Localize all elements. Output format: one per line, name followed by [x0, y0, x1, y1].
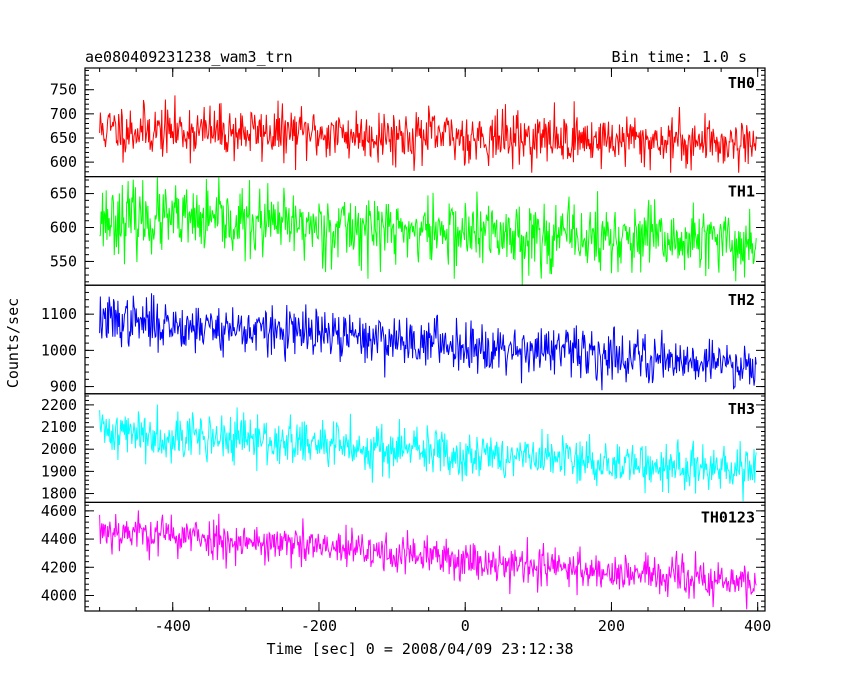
y-tick-label: 550: [50, 252, 77, 270]
series-line-th0: [99, 95, 757, 173]
y-tick-label: 4400: [41, 530, 77, 548]
series-label: TH0: [728, 74, 755, 92]
series-label: TH2: [728, 291, 755, 309]
panel-th0: TH0 600 650 700 750: [50, 67, 766, 178]
y-axis-label: Counts/sec: [4, 298, 22, 388]
series-line-th2: [99, 293, 757, 391]
y-tick-label: 2200: [41, 396, 77, 414]
bin-time-label: Bin time: 1.0 s: [612, 48, 747, 66]
series-line-th3: [99, 404, 757, 502]
y-tick-label: 700: [50, 105, 77, 123]
panel-th3: TH3 1800 1900 2000 2100 2200: [41, 393, 766, 503]
x-tick-label: -200: [301, 617, 337, 635]
y-tick-label: 600: [50, 153, 77, 171]
panel-th0123: TH0123 4000 4200 4400 4600: [41, 501, 766, 612]
x-tick-label: -400: [155, 617, 191, 635]
series-label: TH0123: [701, 508, 755, 526]
y-tick-label: 2100: [41, 418, 77, 436]
y-tick-label: 1900: [41, 462, 77, 480]
series-label: TH3: [728, 400, 755, 418]
series-line-th0123: [99, 510, 757, 610]
y-tick-label: 2000: [41, 440, 77, 458]
x-axis: -400 -200 0 200 400: [99, 68, 771, 635]
y-tick-label: 1800: [41, 485, 77, 503]
y-tick-label: 600: [50, 219, 77, 237]
panel-frame: [84, 67, 766, 178]
panels-group: TH0 600 650 700 750 TH1 550 600 650 TH2 900 1000 110…: [41, 67, 766, 612]
y-tick-label: 4000: [41, 586, 77, 604]
panel-th1: TH1 550 600 650: [50, 176, 766, 286]
series-label: TH1: [728, 183, 755, 201]
chart-title: ae080409231238_wam3_trn: [85, 48, 293, 66]
y-tick-label: 900: [50, 378, 77, 396]
x-tick-label: 200: [598, 617, 625, 635]
y-tick-label: 650: [50, 129, 77, 147]
panel-frame: [84, 501, 766, 612]
series-line-th1: [99, 176, 757, 285]
y-tick-label: 4200: [41, 558, 77, 576]
y-tick-label: 750: [50, 81, 77, 99]
y-tick-label: 4600: [41, 502, 77, 520]
panel-th2: TH2 900 1000 1100: [41, 284, 766, 396]
y-tick-label: 650: [50, 185, 77, 203]
x-axis-label: Time [sec] 0 = 2008/04/09 23:12:38: [266, 640, 573, 658]
y-tick-label: 1100: [41, 305, 77, 323]
y-tick-label: 1000: [41, 341, 77, 359]
x-tick-label: 400: [744, 617, 771, 635]
x-tick-label: 0: [461, 617, 470, 635]
